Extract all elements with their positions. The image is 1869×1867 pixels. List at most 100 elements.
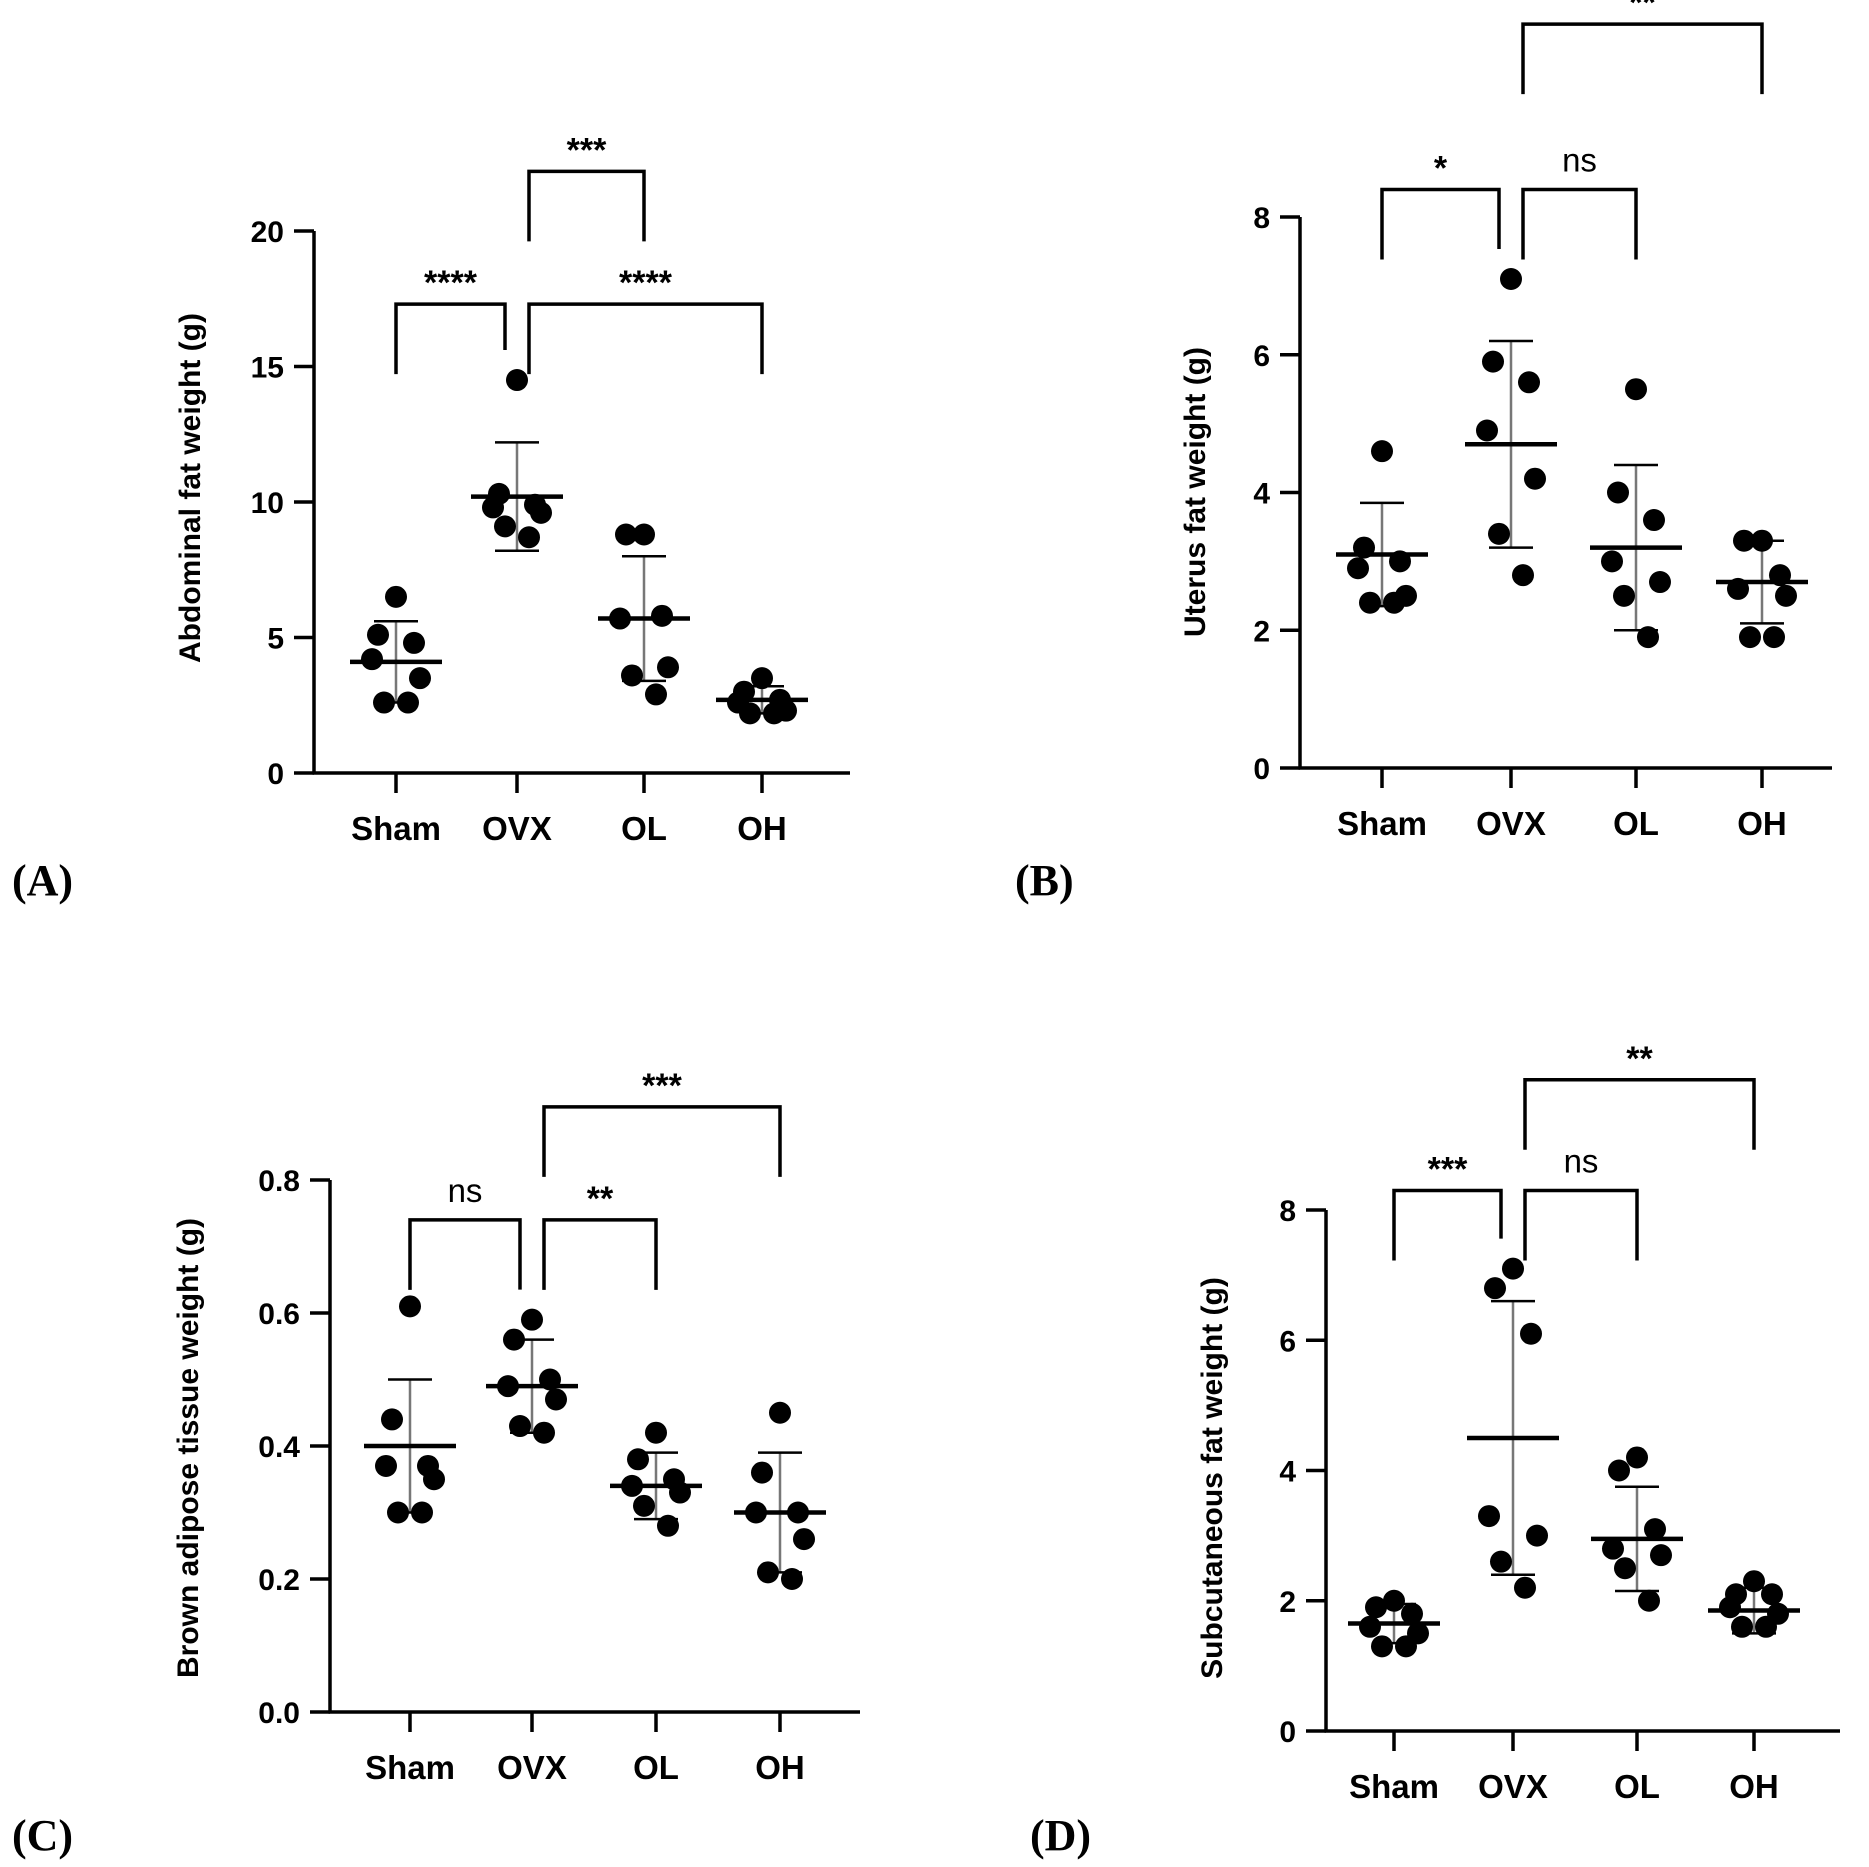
panel-a-data-point [397, 691, 419, 714]
panel-d-data-point [1359, 1615, 1381, 1638]
panel-a-data-point [482, 496, 504, 519]
panel-b-y-tick-label: 0 [1253, 753, 1270, 786]
panel-c-significance-bracket [408, 1218, 522, 1290]
panel-a-y-tick-label: 0 [267, 758, 284, 791]
panel-d-plot: 0 2 4 6 8 Sham OVX OL OH *** ns ** [1279, 1040, 1840, 1805]
panel-b-data-point [1625, 378, 1647, 401]
panel-b-data-point [1389, 550, 1411, 573]
panel-a-data-point [763, 702, 785, 725]
panel-d-data-point [1614, 1557, 1636, 1580]
panel-c-y-tick-label: 0.0 [258, 1697, 300, 1730]
panel-b-data-point [1643, 509, 1665, 532]
panel-a-significance-label: **** [424, 264, 478, 302]
panel-a-data-point [403, 631, 425, 654]
panel-d-data-point [1626, 1446, 1648, 1469]
panel-a-category-label: Sham [351, 810, 441, 847]
panel-c-y-tick-label: 0.6 [258, 1298, 300, 1331]
panel-d-significance-bracket [1392, 1188, 1503, 1261]
panel-a-data-point [739, 702, 761, 725]
panel-c: (C) Brown adipose tissue weight (g) 0.0 0… [12, 1067, 860, 1860]
panel-c-data-point [375, 1454, 397, 1477]
panel-a-category-label: OH [737, 810, 787, 847]
panel-b-data-point [1353, 536, 1375, 559]
panel-a-data-point [615, 523, 637, 546]
panel-b: (B) Uterus fat weight (g) 0 2 4 6 8 Sham OVX OL… [1015, 0, 1832, 905]
panel-b-data-point [1500, 267, 1522, 290]
panel-b-significance-label: ** [1629, 0, 1656, 22]
panel-d-data-point [1719, 1596, 1741, 1619]
panel-c-data-point [657, 1514, 679, 1537]
panel-b-data-point [1613, 584, 1635, 607]
panel-d-category-label: Sham [1349, 1768, 1439, 1805]
panel-b-y-tick-label: 4 [1253, 478, 1270, 511]
panel-b-data-point [1371, 440, 1393, 463]
panel-a-letter: (A) [12, 856, 73, 905]
panel-d-data-point [1638, 1589, 1660, 1612]
panel-d-category-label: OH [1729, 1768, 1779, 1805]
panel-d: (D) Subcutaneous fat weight (g) 0 2 4 6 8 Sha… [1030, 1040, 1840, 1860]
panel-c-data-point [503, 1328, 525, 1351]
panel-d-category-label: OL [1614, 1768, 1660, 1805]
panel-d-data-point [1602, 1537, 1624, 1560]
panel-a-data-point [494, 515, 516, 538]
panel-c-y-tick-label: 0.4 [258, 1431, 300, 1464]
panel-a-data-point [657, 656, 679, 679]
panel-a-significance-bracket [394, 302, 507, 375]
panel-b-data-point [1739, 626, 1761, 649]
panel-a-data-point [633, 523, 655, 546]
panel-b-data-point [1488, 522, 1510, 545]
panel-d-y-tick-label: 4 [1279, 1456, 1296, 1489]
panel-c-y-tick-label: 0.2 [258, 1564, 300, 1597]
panel-b-data-point [1649, 571, 1671, 594]
panel-b-y-tick-label: 2 [1253, 615, 1270, 648]
panel-b-data-point [1775, 584, 1797, 607]
panel-d-significance-label: *** [1428, 1150, 1468, 1188]
panel-b-data-point [1637, 626, 1659, 649]
panel-d-data-point [1755, 1615, 1777, 1638]
panel-c-data-point [627, 1448, 649, 1471]
panel-c-letter: (C) [12, 1811, 73, 1860]
panel-c-data-point [533, 1421, 555, 1444]
panel-b-category-label: OVX [1476, 805, 1546, 842]
panel-c-significance-label: *** [642, 1067, 682, 1105]
panel-c-data-point [387, 1501, 409, 1524]
panel-b-significance-bracket [1380, 187, 1501, 260]
panel-b-y-tick-label: 6 [1253, 340, 1270, 373]
panel-b-category-label: OL [1613, 805, 1659, 842]
panel-d-data-point [1743, 1570, 1765, 1593]
panel-c-data-point [399, 1295, 421, 1318]
panel-a-data-point [518, 526, 540, 549]
panel-c-data-point [793, 1528, 815, 1551]
panel-d-data-point [1395, 1635, 1417, 1658]
panel-c-significance-label: ** [587, 1180, 614, 1218]
panel-c-data-point [745, 1501, 767, 1524]
panel-a-data-point [373, 691, 395, 714]
panel-a-category-label: OL [621, 810, 667, 847]
panel-d-letter: (D) [1030, 1811, 1091, 1860]
panel-b-category-label: OH [1737, 805, 1787, 842]
panel-d-data-point [1526, 1524, 1548, 1547]
panel-b-data-point [1518, 371, 1540, 394]
panel-d-y-tick-label: 8 [1279, 1195, 1296, 1228]
panel-a-y-tick-label: 10 [251, 487, 284, 520]
panel-c-category-label: OVX [497, 1749, 567, 1786]
panel-c-category-label: Sham [365, 1749, 455, 1786]
panel-b-ylabel: Uterus fat weight (g) [1179, 347, 1212, 637]
panel-b-data-point [1607, 481, 1629, 504]
panel-c-data-point [621, 1474, 643, 1497]
panel-a-data-point [751, 667, 773, 690]
panel-d-data-point [1608, 1459, 1630, 1482]
panel-c-data-point [497, 1375, 519, 1398]
panel-b-data-point [1383, 591, 1405, 614]
panel-c-data-point [521, 1308, 543, 1331]
panel-b-data-point [1347, 557, 1369, 580]
panel-b-plot: 0 2 4 6 8 Sham OVX OL OH * ns ** [1253, 0, 1832, 842]
panel-a-y-tick-label: 15 [251, 352, 284, 385]
panel-d-data-point [1490, 1550, 1512, 1573]
panel-b-data-point [1476, 419, 1498, 442]
panel-d-significance-bracket [1523, 1078, 1756, 1150]
panel-a-data-point [645, 683, 667, 706]
